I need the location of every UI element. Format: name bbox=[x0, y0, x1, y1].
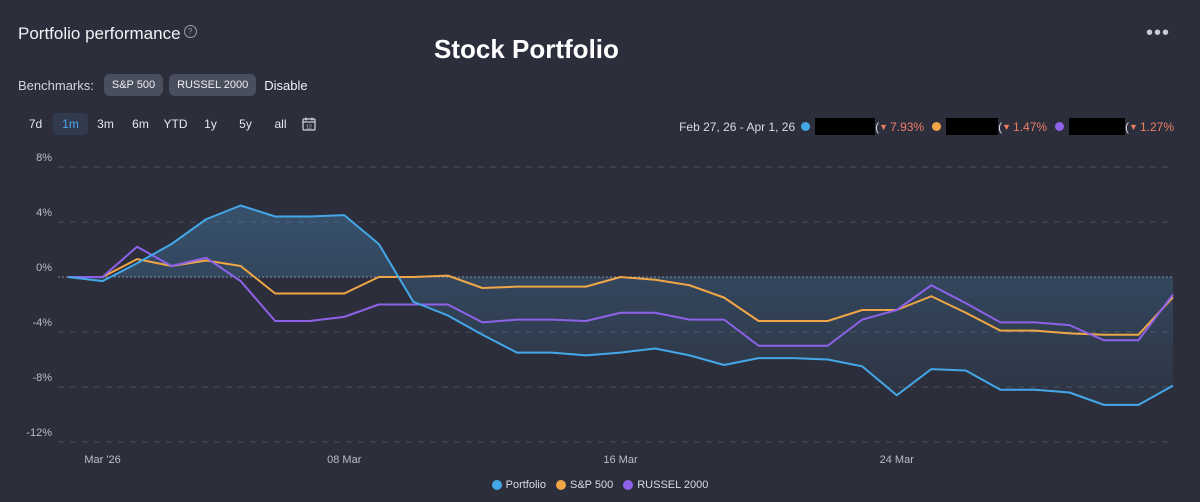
benchmarks-row: Benchmarks: S&P 500 RUSSEL 2000 Disable bbox=[18, 74, 308, 96]
y-tick-label: -4% bbox=[32, 317, 52, 329]
benchmarks-label: Benchmarks: bbox=[18, 77, 94, 93]
y-tick-label: 0% bbox=[36, 262, 52, 274]
down-arrow-icon: ▼ bbox=[1002, 121, 1012, 132]
down-arrow-icon: ▼ bbox=[879, 121, 889, 132]
svg-text:12: 12 bbox=[306, 125, 312, 131]
x-tick-label: 08 Mar bbox=[327, 454, 362, 466]
range-1m-button[interactable]: 1m bbox=[53, 113, 88, 135]
y-tick-label: -8% bbox=[32, 372, 52, 384]
disable-benchmarks-button[interactable]: Disable bbox=[264, 77, 308, 93]
portfolio-area bbox=[68, 205, 1173, 405]
calendar-icon[interactable]: 12 bbox=[298, 113, 320, 135]
down-arrow-icon: ▼ bbox=[1129, 121, 1138, 132]
sp500-change: 1.47% bbox=[1013, 119, 1048, 134]
range-3m-button[interactable]: 3m bbox=[97, 117, 114, 131]
series-line-s-p-500 bbox=[68, 258, 1174, 336]
legend-item-portfolio[interactable]: Portfolio bbox=[491, 479, 546, 491]
range-all-button[interactable]: all bbox=[274, 117, 287, 131]
series-line-russel-2000 bbox=[68, 245, 1174, 347]
more-options-icon[interactable]: ••• bbox=[1145, 22, 1170, 44]
benchmark-chip-russel2000[interactable]: RUSSEL 2000 bbox=[169, 74, 257, 96]
y-tick-label: 4% bbox=[36, 207, 52, 219]
legend-label: Portfolio bbox=[505, 479, 546, 491]
paren: ( bbox=[1125, 119, 1130, 134]
panel-header: Portfolio performance ? bbox=[18, 24, 197, 44]
range-7d-button[interactable]: 7d bbox=[28, 117, 43, 131]
panel-title: Portfolio performance bbox=[18, 24, 181, 43]
range-selector: 7d 1m 3m 6m YTD 1y 5y all 12 bbox=[18, 113, 320, 135]
legend-dot bbox=[555, 480, 566, 490]
x-tick-label: 16 Mar bbox=[603, 454, 638, 466]
range-ytd-button[interactable]: YTD bbox=[163, 117, 188, 131]
y-tick-label: 8% bbox=[36, 152, 52, 164]
benchmark-chip-sp500[interactable]: S&P 500 bbox=[103, 74, 164, 96]
redacted-label bbox=[946, 118, 999, 135]
legend-item-russel[interactable]: RUSSEL 2000 bbox=[623, 479, 708, 491]
x-tick-label: 24 Mar bbox=[880, 454, 915, 466]
paren: ( bbox=[875, 119, 880, 134]
russel-change: 1.27% bbox=[1139, 119, 1174, 134]
legend-label: RUSSEL 2000 bbox=[637, 479, 709, 491]
redacted-label bbox=[1069, 118, 1126, 135]
legend-item-sp500[interactable]: S&P 500 bbox=[555, 479, 614, 491]
legend-label: S&P 500 bbox=[569, 479, 614, 491]
portfolio-change: 7.93% bbox=[890, 119, 925, 134]
x-tick-label: Mar '26 bbox=[84, 454, 120, 466]
performance-chart: 8% 4% 0% -4% -8% -12% Mar '26 08 Mar 16 Mar 24 Ma… bbox=[26, 152, 1174, 466]
paren: ( bbox=[998, 119, 1003, 134]
range-1y-button[interactable]: 1y bbox=[204, 117, 217, 131]
sp500-dot bbox=[932, 122, 942, 131]
legend-dot bbox=[491, 480, 502, 490]
portfolio-dot bbox=[801, 122, 811, 131]
range-5y-button[interactable]: 5y bbox=[239, 117, 252, 131]
overlay-title: Stock Portfolio bbox=[434, 34, 619, 64]
chart-legend: Portfolio S&P 500 RUSSEL 2000 bbox=[0, 479, 1200, 491]
help-icon[interactable]: ? bbox=[183, 25, 197, 38]
russel-dot bbox=[1055, 122, 1065, 131]
legend-dot bbox=[623, 480, 634, 490]
series-line-portfolio bbox=[67, 204, 1174, 406]
range-6m-button[interactable]: 6m bbox=[132, 117, 149, 131]
date-range: Feb 27, 26 - Apr 1, 26 bbox=[679, 119, 796, 134]
y-tick-label: -12% bbox=[26, 427, 52, 439]
redacted-label bbox=[815, 118, 876, 135]
summary-legend: Feb 27, 26 - Apr 1, 26 ( ▼ 7.93% ( ▼ 1.4… bbox=[679, 118, 1174, 135]
